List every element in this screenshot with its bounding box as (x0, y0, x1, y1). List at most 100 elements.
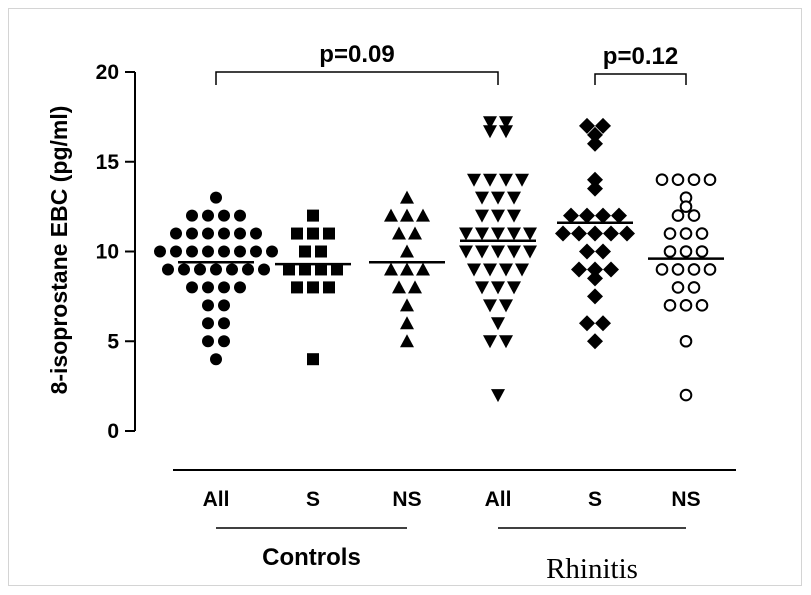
data-point (679, 245, 693, 258)
data-point (162, 263, 174, 276)
data-point (323, 227, 335, 240)
data-point (695, 227, 709, 240)
data-point (331, 263, 343, 276)
x-tick-label: All (203, 488, 230, 511)
data-point (186, 227, 198, 240)
data-point (400, 316, 414, 330)
data-point (250, 245, 262, 258)
data-point (507, 227, 521, 241)
data-point (467, 173, 481, 187)
data-point (291, 281, 303, 294)
data-point (194, 263, 206, 276)
data-point (679, 200, 693, 213)
p-value-label: p=0.09 (319, 41, 394, 68)
data-point (202, 317, 214, 330)
data-point (563, 207, 579, 224)
data-point (483, 125, 497, 139)
data-point (475, 209, 489, 223)
data-point (234, 281, 246, 294)
data-point (218, 227, 230, 240)
data-point (523, 227, 537, 241)
data-point (307, 353, 319, 366)
chart-frame (8, 8, 802, 586)
data-point (483, 335, 497, 349)
comparison-annotations: p=0.09 p=0.12 (215, 41, 687, 85)
data-point (467, 263, 481, 277)
data-point (210, 263, 222, 276)
data-point (687, 263, 701, 276)
data-point (202, 299, 214, 312)
data-point (218, 317, 230, 330)
data-point (400, 262, 414, 276)
data-point (416, 208, 430, 222)
data-point (679, 334, 693, 348)
y-tick-label: 0 (107, 420, 119, 443)
data-point (483, 299, 497, 313)
data-point (266, 245, 278, 258)
x-tick-label: S (588, 488, 602, 511)
data-point (579, 117, 595, 134)
data-point (154, 245, 166, 258)
data-point (250, 227, 262, 240)
group-label: Rhinitis (546, 553, 638, 585)
data-point (307, 209, 319, 222)
data-point (186, 209, 198, 222)
data-point (299, 245, 311, 258)
data-point (619, 225, 635, 242)
data-point (483, 263, 497, 277)
data-point (507, 281, 521, 295)
data-point (499, 263, 513, 277)
data-point (579, 315, 595, 332)
data-point (663, 227, 677, 240)
data-point (523, 245, 537, 259)
axes: 0 5 10 15 20 All S NS All S NS Controls Rhinitis (96, 61, 736, 585)
data-point (655, 173, 669, 186)
data-point (491, 317, 505, 331)
data-point (603, 261, 619, 278)
data-point (695, 245, 709, 258)
data-point (202, 209, 214, 222)
data-point (687, 281, 701, 294)
data-point (307, 227, 319, 240)
data-point (400, 298, 414, 312)
data-point (571, 225, 587, 242)
data-point (655, 263, 669, 276)
data-point (258, 263, 270, 276)
data-point (679, 227, 693, 240)
data-point (679, 299, 693, 312)
data-point (392, 226, 406, 240)
group-label: Controls (262, 544, 361, 571)
data-point (408, 280, 422, 294)
data-point (475, 245, 489, 259)
data-point (475, 281, 489, 295)
x-tick-label: S (306, 488, 320, 511)
data-point (459, 227, 473, 241)
data-point (483, 116, 497, 130)
data-point (587, 270, 603, 287)
y-tick-label: 20 (96, 61, 119, 84)
data-point (315, 245, 327, 258)
data-point (475, 227, 489, 241)
data-point (186, 281, 198, 294)
data-point (671, 209, 685, 222)
data-point (218, 281, 230, 294)
data-point (507, 245, 521, 259)
data-point (499, 116, 513, 130)
data-point (687, 173, 701, 186)
data-point (671, 263, 685, 276)
y-axis-label: 8-isoprostane EBC (pg/ml) (46, 106, 72, 395)
data-point (499, 299, 513, 313)
comparison-bracket (594, 73, 687, 85)
data-point (703, 263, 717, 276)
data-point (315, 263, 327, 276)
x-tick-label: All (485, 488, 512, 511)
data-point (703, 173, 717, 186)
data-point (483, 173, 497, 187)
data-point (400, 208, 414, 222)
data-point (571, 261, 587, 278)
data-point (491, 227, 505, 241)
data-point (218, 209, 230, 222)
data-point (595, 207, 611, 224)
data-point (687, 209, 701, 222)
